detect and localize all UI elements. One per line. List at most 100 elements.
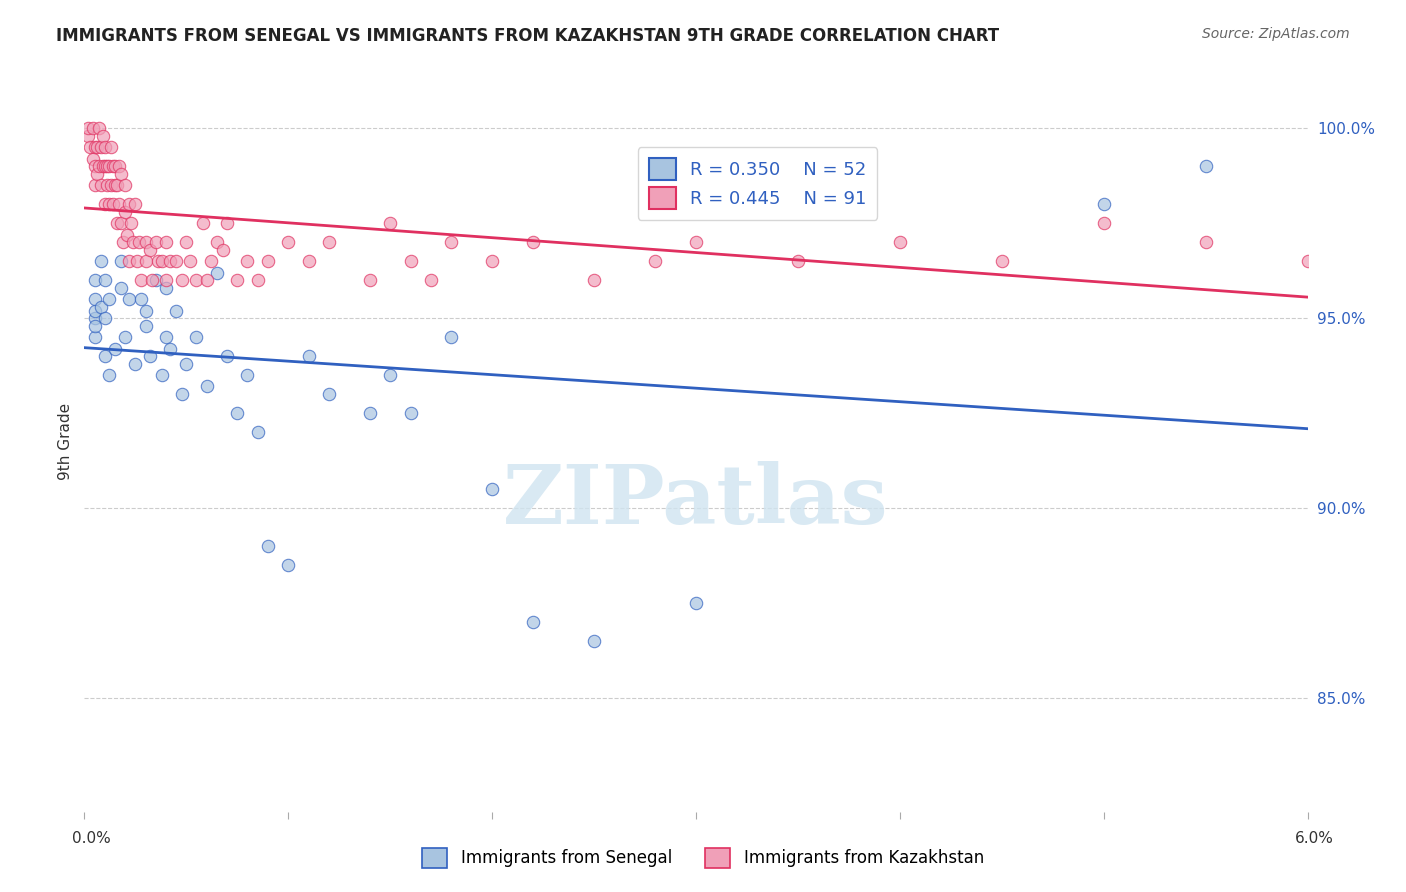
Point — [172, 273, 194, 287]
Point — [93, 159, 115, 173]
Point — [399, 254, 422, 268]
Point — [1296, 254, 1319, 268]
Point — [236, 254, 259, 268]
Point — [1195, 235, 1218, 250]
Point — [97, 292, 120, 306]
Point — [135, 254, 157, 268]
Point — [114, 204, 136, 219]
Point — [97, 368, 120, 383]
Point — [86, 167, 108, 181]
Point — [583, 633, 606, 648]
Y-axis label: 9th Grade: 9th Grade — [58, 403, 73, 480]
Point — [114, 330, 136, 344]
Point — [110, 216, 132, 230]
Point — [77, 121, 100, 136]
Point — [257, 254, 280, 268]
Point — [159, 342, 181, 356]
Point — [114, 178, 136, 193]
Point — [83, 273, 105, 287]
Point — [127, 254, 149, 268]
Point — [481, 254, 503, 268]
Point — [118, 254, 141, 268]
Point — [359, 406, 381, 420]
Point — [101, 197, 124, 211]
Point — [644, 254, 666, 268]
Point — [79, 140, 101, 154]
Point — [159, 254, 181, 268]
Point — [150, 368, 173, 383]
Point — [135, 318, 157, 333]
Point — [277, 558, 299, 572]
Point — [77, 128, 100, 143]
Point — [420, 273, 443, 287]
Point — [200, 254, 222, 268]
Point — [135, 235, 157, 250]
Point — [86, 140, 108, 154]
Point — [246, 273, 269, 287]
Point — [110, 254, 132, 268]
Point — [104, 159, 127, 173]
Point — [115, 227, 138, 242]
Point — [105, 178, 128, 193]
Point — [155, 330, 177, 344]
Point — [217, 349, 239, 363]
Point — [191, 216, 214, 230]
Point — [83, 311, 105, 326]
Point — [481, 482, 503, 496]
Point — [104, 342, 127, 356]
Point — [108, 159, 131, 173]
Point — [380, 216, 402, 230]
Point — [122, 235, 145, 250]
Point — [145, 273, 167, 287]
Point — [90, 178, 112, 193]
Text: IMMIGRANTS FROM SENEGAL VS IMMIGRANTS FROM KAZAKHSTAN 9TH GRADE CORRELATION CHAR: IMMIGRANTS FROM SENEGAL VS IMMIGRANTS FR… — [56, 27, 1000, 45]
Point — [174, 235, 197, 250]
Point — [685, 235, 707, 250]
Point — [131, 292, 153, 306]
Point — [110, 281, 132, 295]
Point — [399, 406, 422, 420]
Point — [128, 235, 150, 250]
Point — [236, 368, 259, 383]
Legend: Immigrants from Senegal, Immigrants from Kazakhstan: Immigrants from Senegal, Immigrants from… — [416, 841, 990, 875]
Point — [205, 235, 228, 250]
Point — [155, 273, 177, 287]
Point — [93, 311, 115, 326]
Legend: R = 0.350    N = 52, R = 0.445    N = 91: R = 0.350 N = 52, R = 0.445 N = 91 — [638, 147, 877, 220]
Point — [91, 159, 114, 173]
Point — [101, 159, 124, 173]
Point — [90, 140, 112, 154]
Point — [124, 357, 146, 371]
Point — [135, 303, 157, 318]
Point — [522, 615, 544, 629]
Point — [155, 281, 177, 295]
Point — [889, 235, 911, 250]
Point — [583, 273, 606, 287]
Point — [82, 152, 104, 166]
Point — [146, 254, 169, 268]
Point — [172, 387, 194, 401]
Point — [138, 243, 160, 257]
Point — [150, 254, 173, 268]
Point — [83, 318, 105, 333]
Point — [118, 292, 141, 306]
Point — [91, 128, 114, 143]
Point — [83, 178, 105, 193]
Point — [93, 197, 115, 211]
Point — [93, 349, 115, 363]
Point — [83, 159, 105, 173]
Point — [380, 368, 402, 383]
Point — [83, 140, 105, 154]
Point — [195, 273, 218, 287]
Point — [179, 254, 201, 268]
Point — [205, 266, 228, 280]
Point — [141, 273, 163, 287]
Point — [991, 254, 1014, 268]
Text: 6.0%: 6.0% — [1295, 831, 1334, 846]
Point — [318, 387, 340, 401]
Point — [277, 235, 299, 250]
Point — [212, 243, 235, 257]
Point — [100, 140, 122, 154]
Point — [83, 292, 105, 306]
Point — [226, 273, 249, 287]
